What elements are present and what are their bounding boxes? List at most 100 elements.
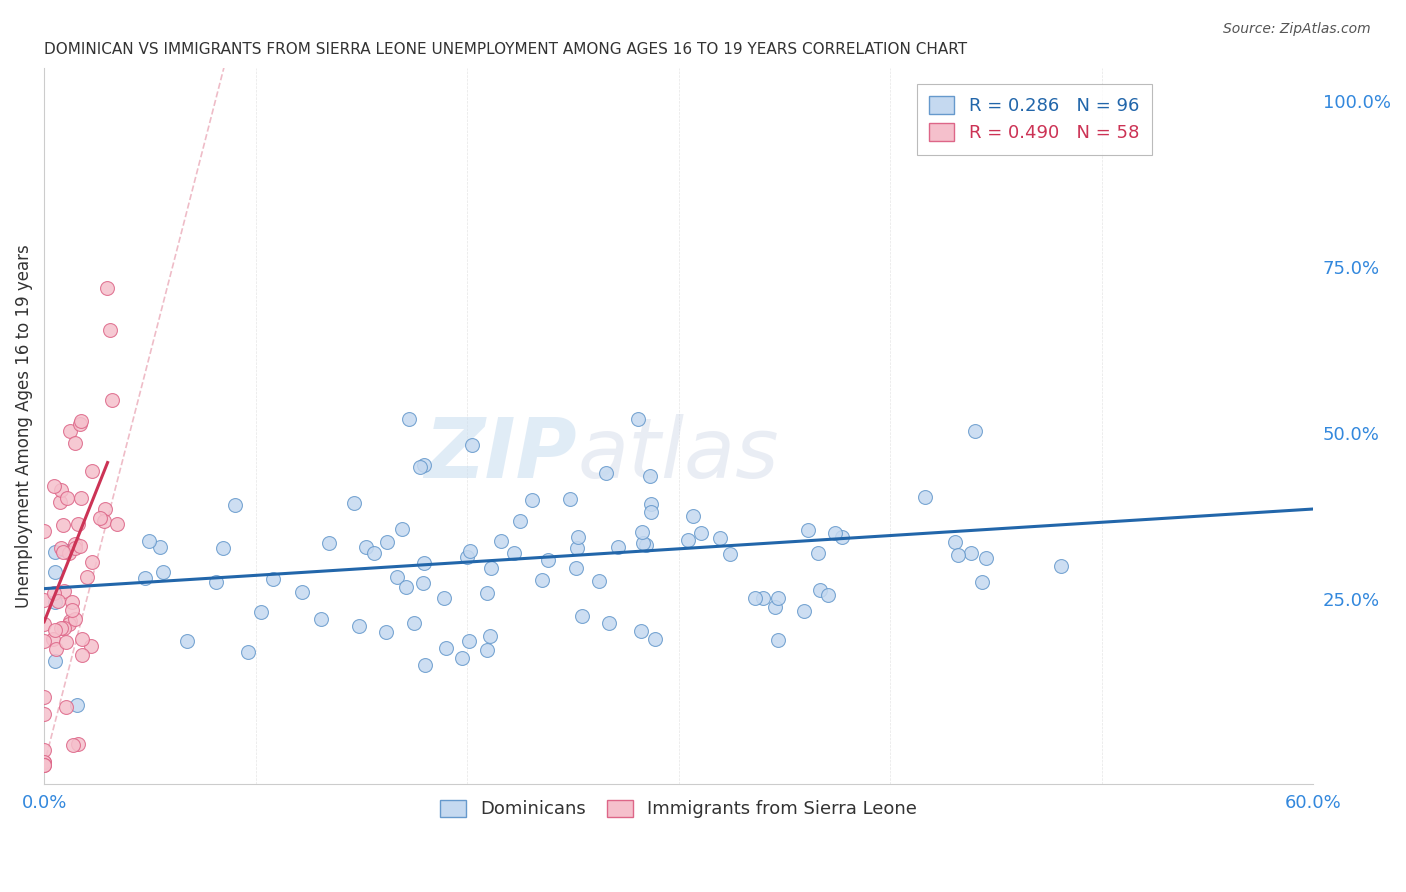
Point [32, 757, 55, 772]
Point [763, 600, 786, 615]
Point [63, 541, 86, 555]
Point [640, 505, 662, 519]
Point [565, 541, 588, 555]
Point [93, 514, 115, 528]
Point [824, 526, 846, 541]
Point [588, 574, 610, 588]
Point [375, 625, 398, 640]
Point [32, 757, 55, 772]
Point [32, 742, 55, 756]
Point [149, 540, 172, 554]
Point [49, 621, 72, 635]
Point [391, 523, 413, 537]
Point [44, 545, 66, 559]
Point [644, 632, 666, 647]
Point [560, 491, 582, 506]
Point [347, 619, 370, 633]
Point [80, 639, 103, 653]
Point [55, 699, 77, 714]
Point [80, 555, 103, 569]
Point [478, 629, 501, 643]
Point [62, 738, 84, 752]
Point [58, 545, 80, 559]
Point [530, 573, 553, 587]
Point [60, 595, 83, 609]
Point [509, 514, 531, 528]
Point [67, 737, 90, 751]
Point [363, 546, 385, 560]
Point [412, 557, 434, 571]
Point [44, 654, 66, 668]
Point [98, 323, 121, 337]
Text: DOMINICAN VS IMMIGRANTS FROM SIERRA LEONE UNEMPLOYMENT AMONG AGES 16 TO 19 YEARS: DOMINICAN VS IMMIGRANTS FROM SIERRA LEON… [44, 42, 967, 57]
Point [32, 706, 55, 721]
Point [375, 535, 398, 549]
Point [946, 549, 969, 563]
Point [70, 414, 93, 428]
Point [51, 541, 73, 556]
Point [53, 584, 76, 599]
Point [678, 533, 700, 547]
Point [595, 467, 617, 481]
Point [766, 591, 789, 605]
Point [792, 604, 814, 618]
Point [354, 540, 377, 554]
Point [224, 498, 246, 512]
Point [58, 424, 80, 438]
Point [567, 530, 589, 544]
Point [66, 698, 89, 712]
Point [59, 614, 82, 628]
Point [42, 632, 65, 646]
Point [32, 616, 55, 631]
Point [58, 617, 80, 632]
Point [970, 574, 993, 589]
Point [413, 658, 436, 673]
Point [44, 595, 66, 609]
Point [797, 523, 820, 537]
Point [385, 569, 408, 583]
Point [343, 496, 366, 510]
Point [636, 538, 658, 552]
Point [32, 756, 55, 770]
Point [318, 536, 340, 550]
Point [412, 575, 434, 590]
Point [105, 517, 128, 532]
Point [55, 634, 77, 648]
Point [709, 531, 731, 545]
Y-axis label: Unemployment Among Ages 16 to 19 years: Unemployment Among Ages 16 to 19 years [15, 244, 32, 608]
Point [1050, 559, 1073, 574]
Point [631, 536, 654, 550]
Point [96, 280, 118, 294]
Point [66, 516, 89, 531]
Point [32, 593, 55, 607]
Point [63, 612, 86, 626]
Point [402, 615, 425, 630]
Point [638, 469, 661, 483]
Point [627, 412, 650, 426]
Point [42, 478, 65, 492]
Point [817, 588, 839, 602]
Point [537, 553, 560, 567]
Point [959, 546, 981, 560]
Point [48, 594, 70, 608]
Point [45, 642, 67, 657]
Point [52, 545, 75, 559]
Point [682, 508, 704, 523]
Point [176, 633, 198, 648]
Point [48, 495, 70, 509]
Point [205, 575, 228, 590]
Point [60, 603, 83, 617]
Point [413, 458, 436, 473]
Point [744, 591, 766, 605]
Point [943, 535, 966, 549]
Point [409, 459, 432, 474]
Point [42, 586, 65, 600]
Point [211, 541, 233, 556]
Point [607, 540, 630, 554]
Point [963, 424, 986, 438]
Point [44, 565, 66, 579]
Point [52, 621, 75, 635]
Point [398, 411, 420, 425]
Point [291, 585, 314, 599]
Point [32, 756, 55, 770]
